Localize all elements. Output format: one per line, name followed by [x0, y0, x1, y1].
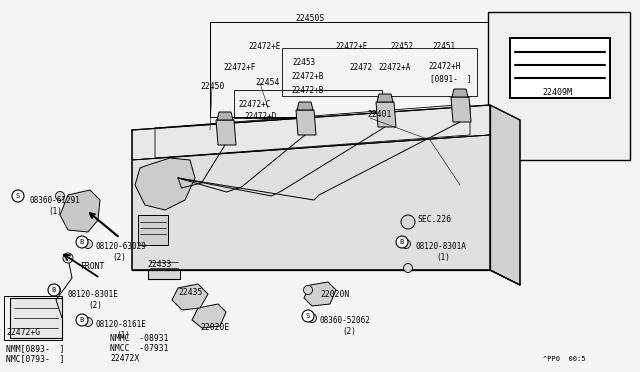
Text: 22452: 22452	[390, 42, 413, 51]
Circle shape	[401, 215, 415, 229]
Text: S: S	[306, 313, 310, 319]
Circle shape	[51, 285, 61, 295]
Circle shape	[76, 314, 88, 326]
Bar	[282, 48, 477, 96]
Text: 22472+H: 22472+H	[428, 62, 460, 71]
Polygon shape	[138, 215, 168, 245]
Text: 22472+E: 22472+E	[335, 42, 367, 51]
Text: S: S	[16, 193, 20, 199]
Text: NMCC  -07931: NMCC -07931	[110, 344, 168, 353]
Text: 22472+B: 22472+B	[291, 72, 323, 81]
Text: B: B	[80, 239, 84, 245]
Text: (1): (1)	[436, 253, 450, 262]
Text: ^PP0  00:5: ^PP0 00:5	[543, 356, 586, 362]
Bar	[234, 90, 382, 118]
Polygon shape	[132, 105, 490, 160]
Text: [0891-  ]: [0891- ]	[430, 74, 472, 83]
Circle shape	[401, 240, 410, 248]
Polygon shape	[451, 97, 471, 122]
Text: 08120-8161E: 08120-8161E	[96, 320, 147, 329]
Text: 22020E: 22020E	[200, 323, 229, 332]
Circle shape	[303, 285, 312, 295]
Polygon shape	[490, 105, 520, 285]
Circle shape	[403, 263, 413, 273]
Bar	[488, 12, 630, 160]
Text: 22472+B: 22472+B	[291, 86, 323, 95]
Text: 22472: 22472	[349, 63, 372, 72]
Polygon shape	[296, 110, 316, 135]
Circle shape	[63, 253, 73, 263]
Text: B: B	[52, 287, 56, 293]
Text: B: B	[80, 317, 84, 323]
Text: 22454: 22454	[255, 78, 280, 87]
Text: 22433: 22433	[147, 260, 172, 269]
Polygon shape	[452, 89, 468, 97]
Text: 22472+C: 22472+C	[238, 100, 270, 109]
Text: (1): (1)	[116, 331, 130, 340]
Text: 22450: 22450	[200, 82, 225, 91]
Text: 08120-8301E: 08120-8301E	[68, 290, 119, 299]
Polygon shape	[60, 190, 100, 232]
Bar	[148, 255, 180, 279]
Text: 22409M: 22409M	[542, 88, 572, 97]
Text: NMMC  -08931: NMMC -08931	[110, 334, 168, 343]
Circle shape	[56, 192, 65, 201]
Polygon shape	[376, 102, 396, 127]
Text: SEC.226: SEC.226	[418, 215, 452, 224]
Text: 22453: 22453	[292, 58, 315, 67]
Text: 22472+F: 22472+F	[223, 63, 255, 72]
Circle shape	[12, 190, 24, 202]
Text: FRONT: FRONT	[80, 262, 104, 271]
Circle shape	[48, 284, 60, 296]
Circle shape	[83, 240, 93, 248]
Polygon shape	[297, 102, 313, 110]
Text: 22401: 22401	[367, 110, 392, 119]
Bar	[10, 298, 62, 338]
Text: 08360-52062: 08360-52062	[320, 316, 371, 325]
Text: 22472+D: 22472+D	[244, 112, 276, 121]
Circle shape	[83, 317, 93, 327]
Text: B: B	[400, 239, 404, 245]
Text: 22451: 22451	[432, 42, 455, 51]
Text: 22450S: 22450S	[295, 14, 324, 23]
Text: 08360-61291: 08360-61291	[30, 196, 81, 205]
Text: 22020N: 22020N	[320, 290, 349, 299]
Text: 22472+A: 22472+A	[378, 63, 410, 72]
Circle shape	[307, 314, 317, 323]
Text: (2): (2)	[342, 327, 356, 336]
Text: 08120-63029: 08120-63029	[95, 242, 146, 251]
Bar	[4, 296, 62, 340]
Polygon shape	[377, 94, 393, 102]
Text: (1): (1)	[48, 207, 62, 216]
Text: 22472X: 22472X	[110, 354, 140, 363]
Text: NMM[0893-  ]: NMM[0893- ]	[6, 344, 65, 353]
Text: 08120-8301A: 08120-8301A	[415, 242, 466, 251]
Text: NMC[0793-  ]: NMC[0793- ]	[6, 354, 65, 363]
Circle shape	[76, 236, 88, 248]
Text: (2): (2)	[112, 253, 126, 262]
Text: 22435: 22435	[178, 288, 202, 297]
Bar	[210, 22, 510, 117]
Text: (2): (2)	[88, 301, 102, 310]
Bar	[510, 38, 610, 98]
Circle shape	[302, 310, 314, 322]
Polygon shape	[135, 158, 195, 210]
Text: 22472+E: 22472+E	[248, 42, 280, 51]
Polygon shape	[216, 120, 236, 145]
Polygon shape	[217, 112, 233, 120]
Polygon shape	[132, 135, 490, 270]
Polygon shape	[172, 284, 208, 310]
Polygon shape	[192, 304, 226, 328]
Circle shape	[396, 236, 408, 248]
Polygon shape	[304, 282, 336, 306]
Text: 22472+G: 22472+G	[6, 328, 40, 337]
